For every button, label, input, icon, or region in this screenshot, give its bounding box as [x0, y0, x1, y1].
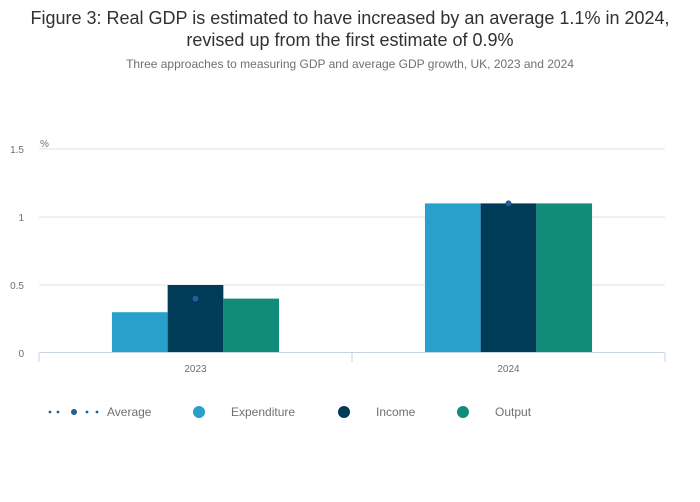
y-tick-label: 1.5 — [10, 145, 24, 156]
dot-average-2024[interactable] — [505, 200, 512, 207]
bar-income-2023[interactable] — [167, 285, 224, 353]
legend-label: Output — [495, 405, 532, 419]
bar-expenditure-2024[interactable] — [424, 203, 481, 353]
circle-icon — [338, 406, 350, 418]
x-tick-label: 2024 — [497, 364, 520, 375]
y-axis-unit-label: % — [40, 139, 49, 150]
legend-item-output[interactable]: Output — [457, 405, 531, 419]
legend-label: Income — [376, 405, 416, 419]
dot-average-2023[interactable] — [192, 295, 199, 302]
bar-output-2023[interactable] — [223, 298, 280, 353]
legend-label: Average — [107, 405, 152, 419]
bar-expenditure-2023[interactable] — [111, 312, 168, 353]
y-tick-label: 1 — [18, 213, 24, 224]
y-tick-label: 0 — [18, 349, 24, 360]
circle-icon — [457, 406, 469, 418]
y-tick-label: 0.5 — [10, 281, 24, 292]
chart-title: Figure 3: Real GDP is estimated to have … — [30, 8, 670, 50]
chart-subtitle: Three approaches to measuring GDP and av… — [126, 57, 574, 71]
legend-label: Expenditure — [231, 405, 296, 419]
bar-income-2024[interactable] — [480, 203, 537, 353]
x-tick-label: 2023 — [184, 364, 207, 375]
legend-item-expenditure[interactable]: Expenditure — [193, 405, 295, 419]
legend: Average Expenditure Income Output — [0, 405, 700, 429]
circle-icon — [193, 406, 205, 418]
dotted-line-marker-icon — [48, 409, 99, 415]
legend-item-average[interactable]: Average — [47, 405, 151, 419]
bar-output-2024[interactable] — [536, 203, 593, 353]
legend-item-income[interactable]: Income — [338, 405, 415, 419]
